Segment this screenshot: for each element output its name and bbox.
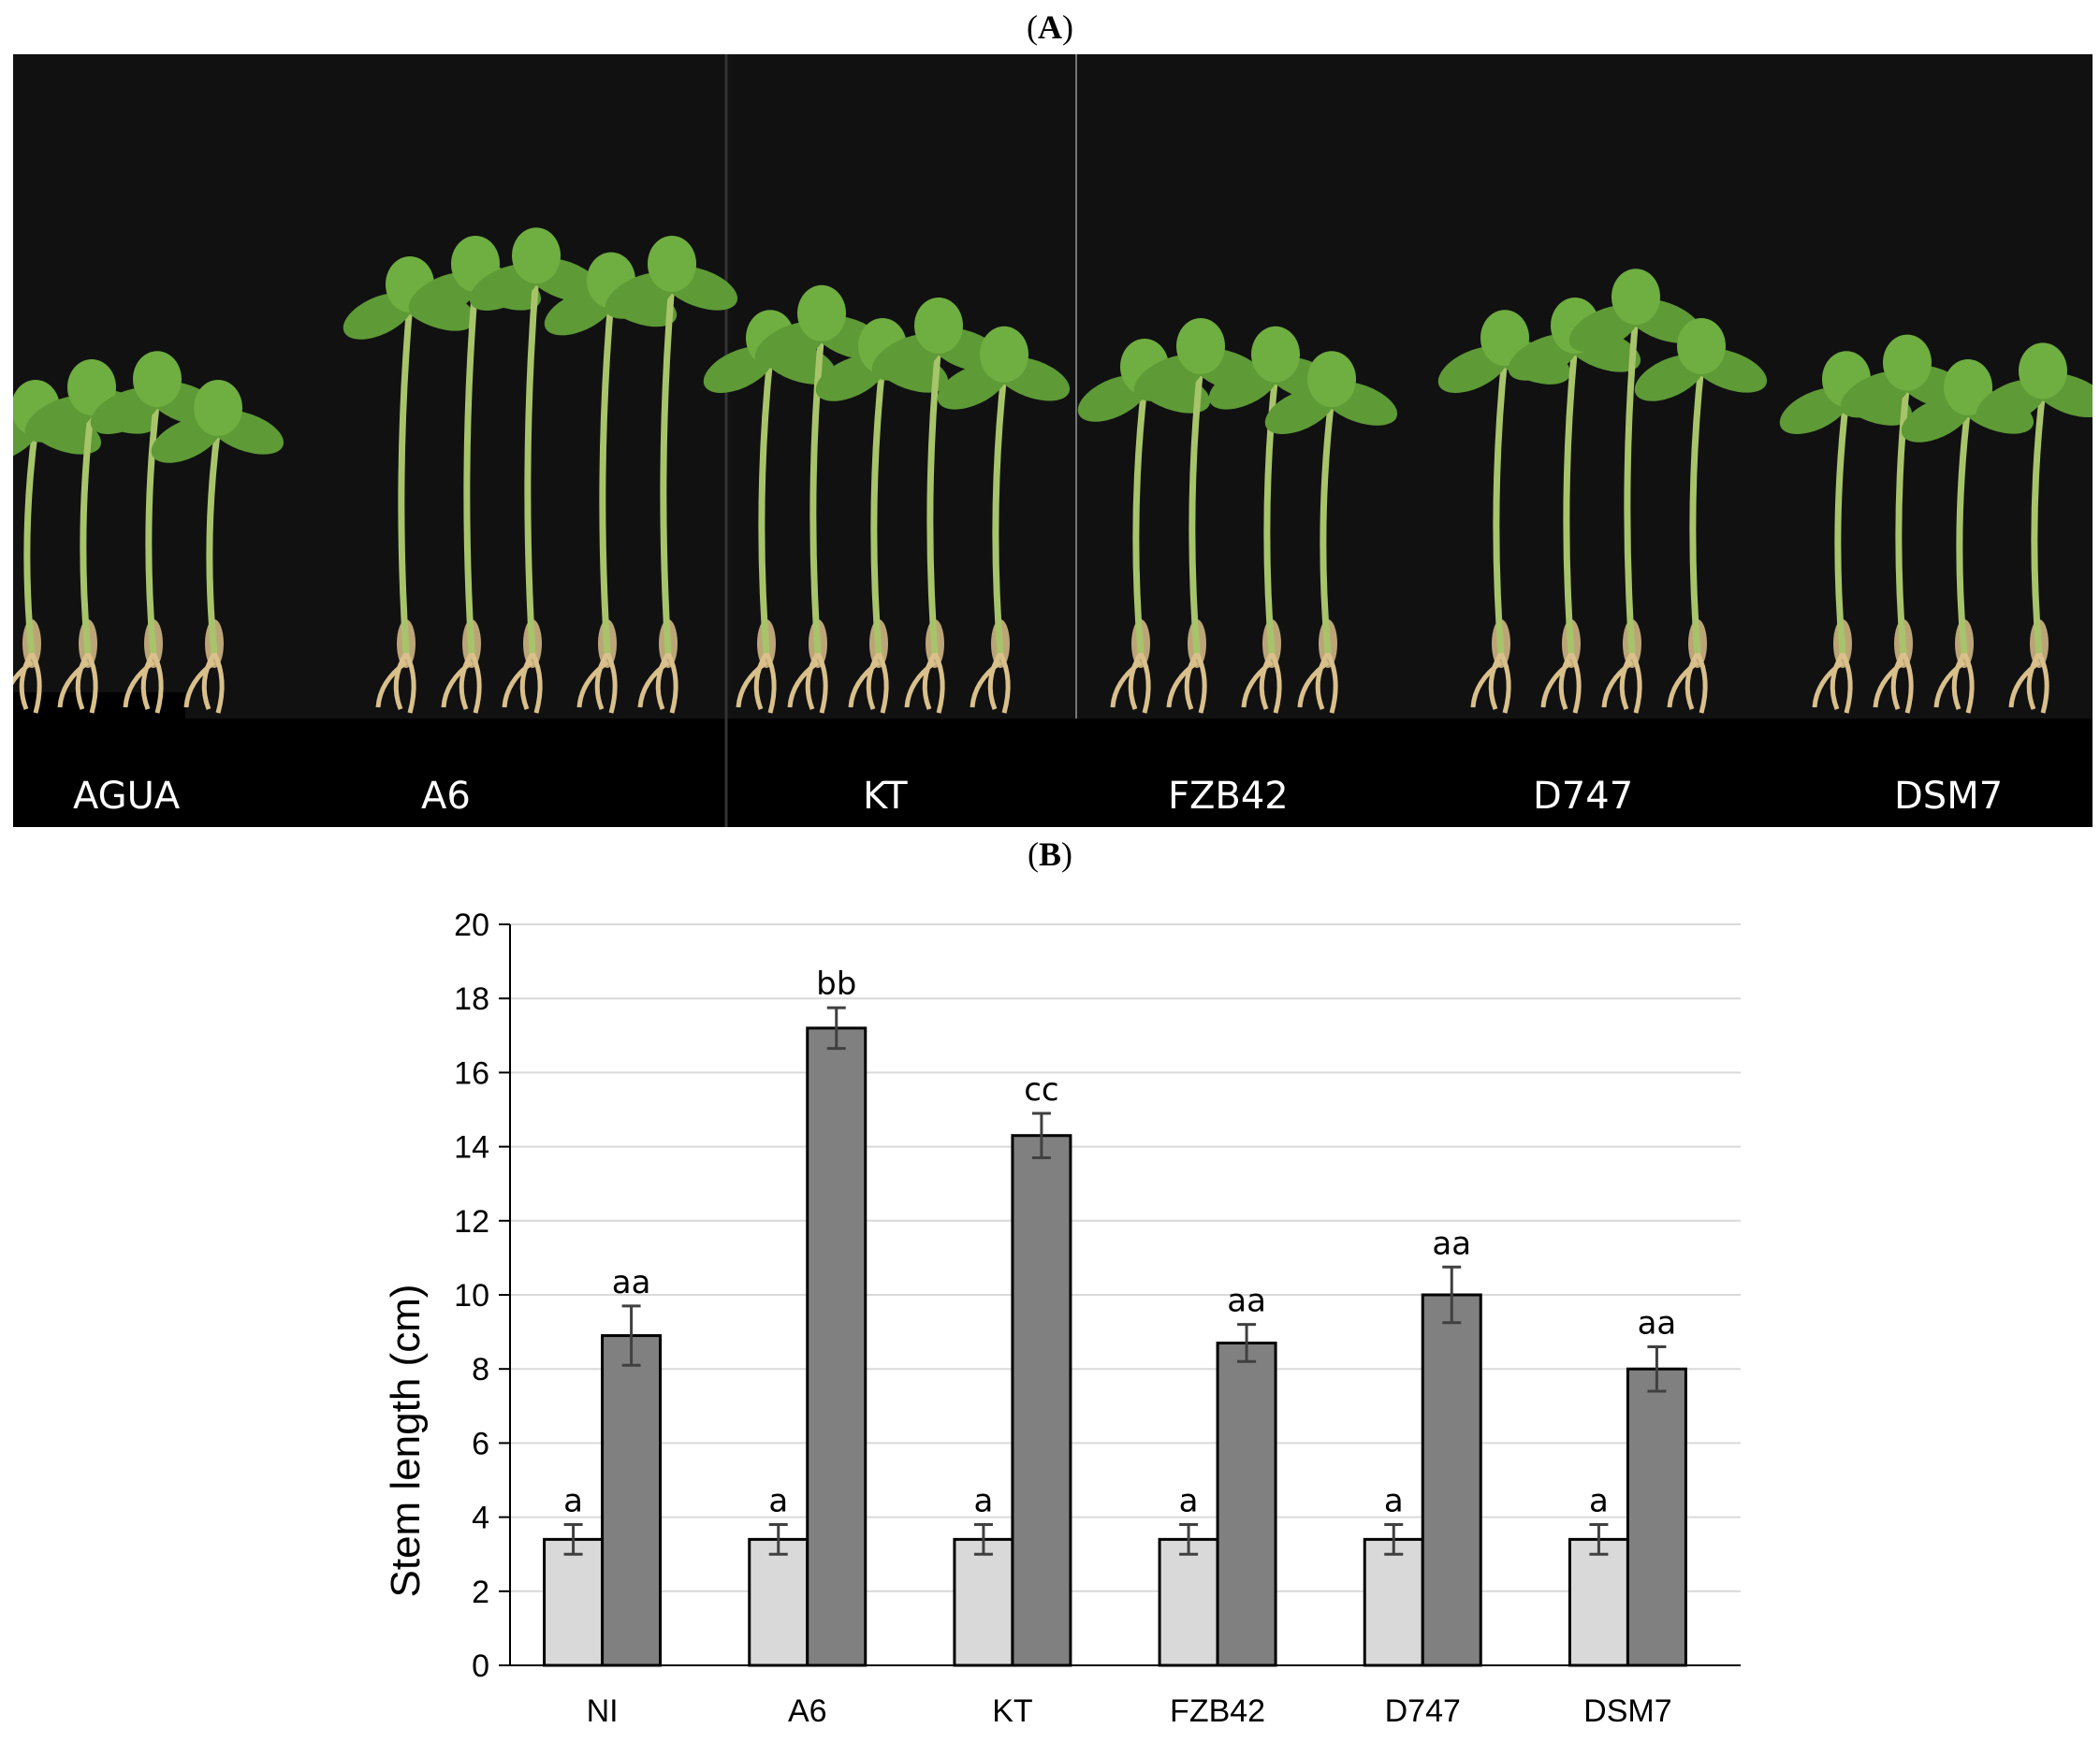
y-tick-label: 4 (472, 1501, 489, 1536)
axes: 0 2 4 6 8 10 12 14 16 18 20 NI A6 KT FZB42 D747 DSM7 (454, 908, 1741, 1729)
seedling (1634, 318, 1768, 714)
bar (953, 1537, 1014, 1667)
y-tick-label: 18 (454, 981, 489, 1017)
seedling (1264, 351, 1398, 714)
x-tick-label: DSM7 (1583, 1693, 1671, 1729)
significance-label: aa (1227, 1283, 1266, 1320)
photo-caption-agua: AGUA (73, 775, 181, 818)
significance-label: cc (1024, 1071, 1058, 1109)
significance-label: aa (612, 1264, 651, 1301)
x-tick-label: KT (992, 1693, 1032, 1729)
caption-band (13, 719, 2093, 827)
bar (1011, 1134, 1072, 1667)
seedling (151, 380, 284, 714)
seedling (937, 326, 1071, 714)
y-tick-label: 2 (472, 1575, 489, 1610)
bar (1363, 1537, 1424, 1667)
panel-b-label: (B) (1027, 835, 1072, 873)
significance-label: a (1589, 1483, 1609, 1520)
seedling (871, 298, 1005, 714)
significance-label: a (973, 1483, 993, 1520)
y-tick-label: 8 (472, 1352, 489, 1387)
bar (1216, 1341, 1277, 1667)
seedling (469, 227, 603, 714)
y-tick-label: 0 (472, 1649, 489, 1684)
bar (543, 1537, 605, 1667)
bars (543, 1006, 1687, 1667)
grid-lines (510, 923, 1741, 1592)
y-tick-label: 6 (472, 1426, 489, 1461)
significance-label: a (768, 1483, 788, 1520)
seedling-photo: AGUA A6 KT FZB42 D747 DSM7 (13, 54, 2093, 827)
seedling (1976, 342, 2093, 714)
y-axis-label: Stem length (cm) (383, 1285, 429, 1598)
bar (1626, 1367, 1687, 1667)
photo-caption-dsm7: DSM7 (1894, 775, 2004, 818)
panel-a-label: (A) (1027, 8, 1073, 46)
significance-label: a (1384, 1483, 1404, 1520)
y-tick-label: 12 (454, 1204, 489, 1240)
x-tick-label: D747 (1385, 1693, 1461, 1729)
x-tick-label: NI (587, 1693, 619, 1729)
bar (1568, 1537, 1629, 1667)
seedling (605, 236, 738, 714)
x-tick-label: A6 (788, 1693, 827, 1729)
photo-caption-d747: D747 (1533, 775, 1634, 818)
significance-label: a (563, 1483, 583, 1520)
bar (1421, 1293, 1482, 1667)
significance-label: bb (816, 966, 856, 1003)
x-tick-label: FZB42 (1170, 1693, 1265, 1729)
significance-label: a (1179, 1483, 1199, 1520)
significance-label: aa (1638, 1304, 1677, 1342)
y-tick-label: 20 (454, 908, 489, 943)
photo-caption-a6: A6 (421, 775, 471, 818)
bar (748, 1537, 809, 1667)
bar (601, 1334, 663, 1667)
significance-label: aa (1432, 1225, 1471, 1262)
photo-caption-kt: KT (863, 775, 908, 818)
y-tick-label: 16 (454, 1055, 489, 1091)
photo-caption-fzb42: FZB42 (1168, 775, 1289, 818)
y-tick-label: 10 (454, 1278, 489, 1314)
seedling (1133, 318, 1267, 714)
bar (806, 1026, 868, 1667)
y-tick-label: 14 (454, 1130, 489, 1166)
seedling (343, 256, 476, 714)
seedling-illustration (13, 54, 2093, 827)
bar (1158, 1537, 1219, 1667)
